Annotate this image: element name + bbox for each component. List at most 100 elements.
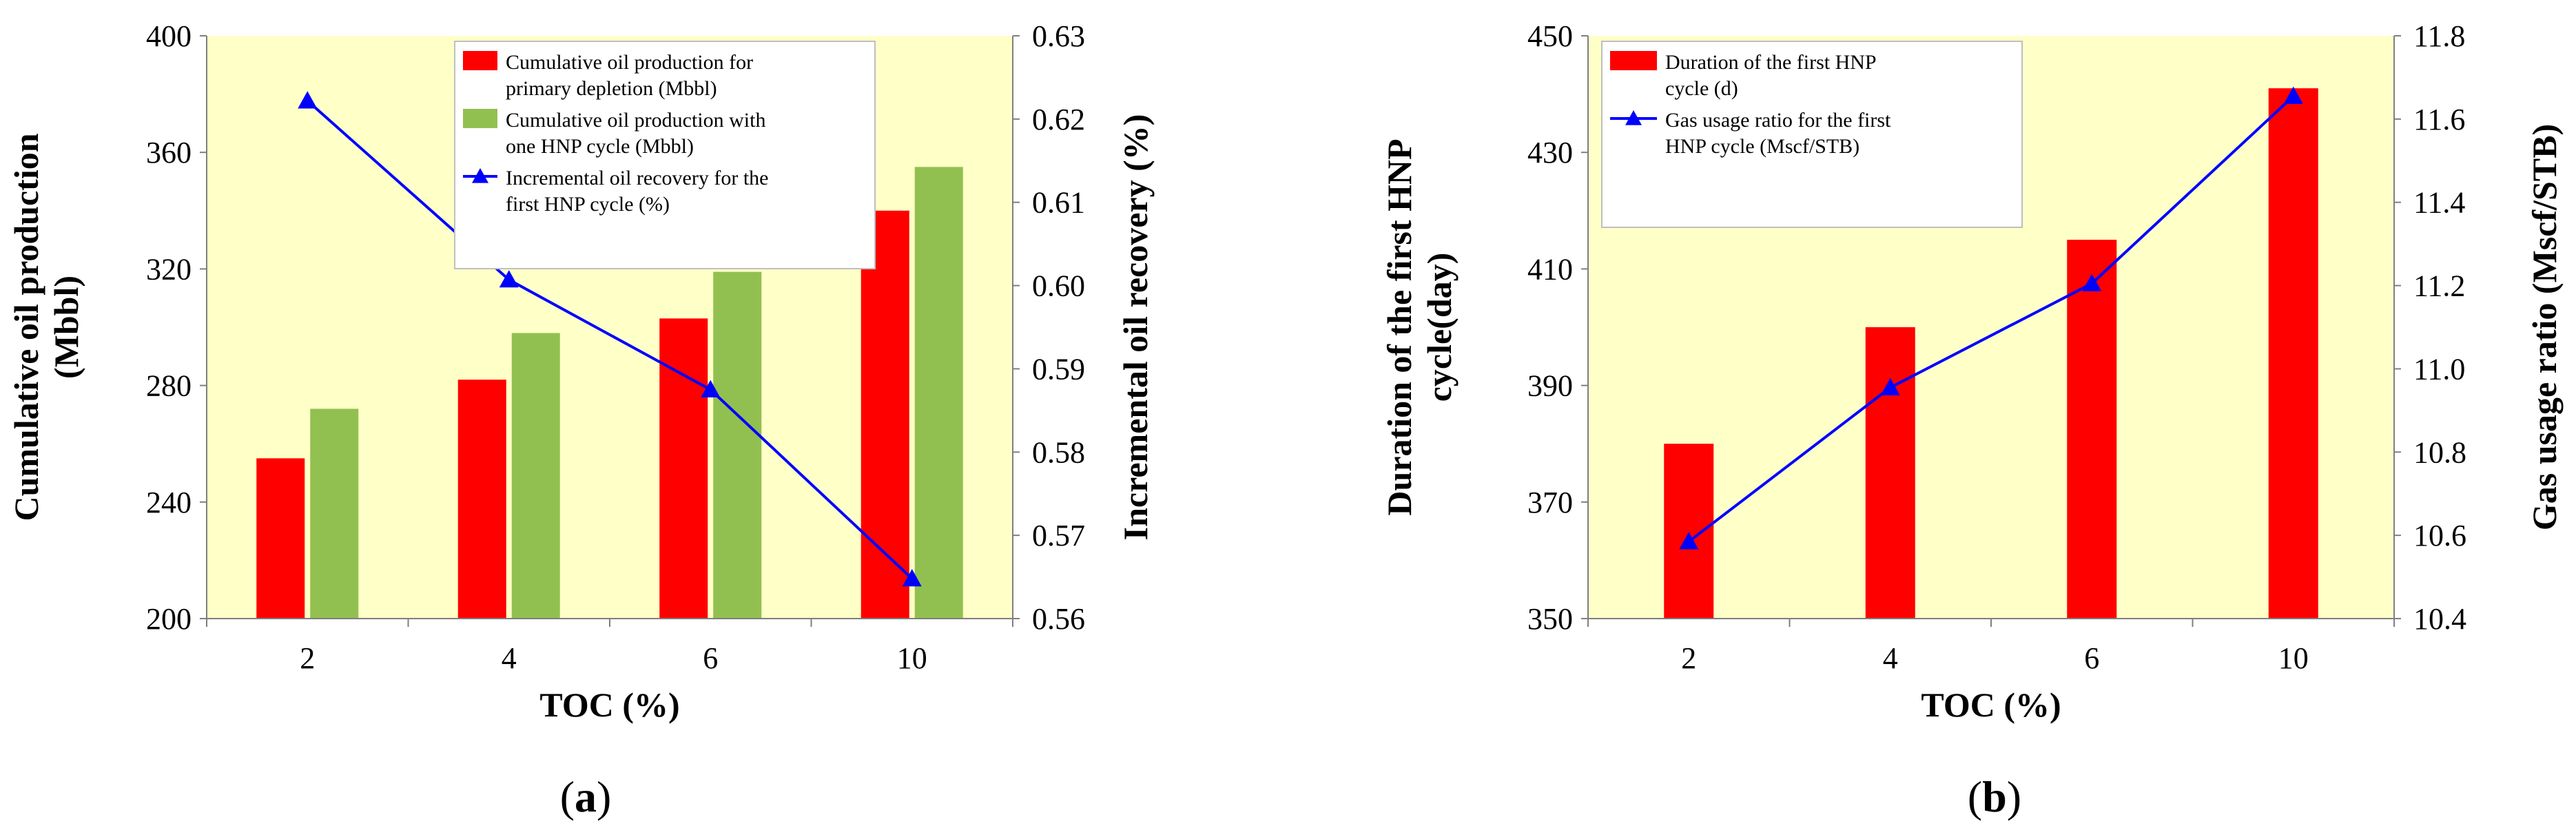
x-tick-label: 4 (1883, 641, 1898, 675)
bar (256, 458, 305, 619)
panel-label-close: ) (2007, 772, 2021, 821)
y2-tick-label: 0.57 (1032, 519, 1085, 552)
legend-label: HNP cycle (Mscf/STB) (1665, 135, 1859, 158)
legend-marker (1625, 110, 1642, 125)
y-tick-label: 360 (146, 136, 192, 169)
bar (457, 380, 506, 619)
x-tick-label: 2 (300, 641, 315, 675)
legend-label: cycle (d) (1665, 77, 1738, 100)
bar (310, 408, 359, 619)
panel-label-close: ) (597, 772, 611, 821)
y2-tick-label: 0.63 (1032, 19, 1085, 53)
y2-tick-label: 0.56 (1032, 602, 1085, 636)
bar-series-1 (310, 167, 963, 619)
legend-label: Incremental oil recovery for the (506, 167, 768, 189)
point-marker (1880, 377, 1900, 395)
y-tick-label: 430 (1527, 136, 1573, 169)
y-tick-label: 280 (146, 369, 192, 403)
legend-box (1601, 41, 2023, 228)
legend-label: Duration of the first HNP (1665, 51, 1877, 74)
y-tick-label: 400 (146, 19, 192, 53)
bar (713, 271, 762, 619)
y-tick-label: 350 (1527, 602, 1573, 636)
y2-tick-label: 11.6 (2413, 103, 2465, 136)
legend-swatch (1610, 51, 1657, 70)
line-series-0 (298, 91, 922, 587)
y2-tick-label: 11.4 (2413, 186, 2465, 220)
bar (861, 210, 909, 619)
y-axis-title-line: cycle(day) (1420, 253, 1459, 402)
x-axis-title: TOC (%) (1921, 685, 2061, 724)
x-tick-label: 2 (1681, 641, 1696, 675)
y2-tick-label: 10.4 (2413, 602, 2466, 636)
point-marker (298, 91, 318, 109)
legend-swatch (463, 51, 497, 70)
legend-label: Cumulative oil production for (506, 51, 753, 74)
x-tick-label: 4 (502, 641, 517, 675)
legend-marker (472, 168, 488, 183)
y2-tick-label: 0.58 (1032, 435, 1085, 469)
panel-label-letter: b (1982, 772, 2007, 821)
point-marker (499, 270, 519, 288)
legend-label: Cumulative oil production with (506, 109, 765, 132)
bar (511, 333, 560, 619)
point-marker (701, 380, 721, 397)
legend-label: Gas usage ratio for the first (1665, 109, 1891, 132)
point-marker (902, 568, 922, 587)
legend: Cumulative oil production for primary dep… (454, 41, 876, 269)
y-axis-title-line: (Mbbl) (47, 276, 85, 379)
legend-swatch (463, 109, 497, 128)
y-tick-label: 410 (1527, 252, 1573, 286)
y2-tick-label: 0.61 (1032, 186, 1085, 220)
bar (2067, 240, 2117, 619)
y-tick-label: 200 (146, 602, 192, 636)
y-axis-title-line: Cumulative oil production (7, 133, 45, 521)
y-tick-label: 450 (1527, 19, 1573, 53)
y-tick-label: 320 (146, 252, 192, 286)
series-line (1688, 95, 2295, 543)
bar (659, 318, 708, 619)
y2-tick-label: 10.6 (2413, 519, 2466, 552)
y-axis-title-line: Duration of the first HNP (1380, 138, 1419, 515)
y2-tick-label: 10.8 (2413, 435, 2466, 469)
panel-label-open: ( (560, 772, 575, 821)
line-series-0 (1679, 86, 2303, 550)
y2-axis-title: Incremental oil recovery (%) (1116, 114, 1155, 541)
x-tick-label: 6 (2084, 641, 2099, 675)
point-marker (2283, 86, 2303, 104)
y2-tick-label: 0.59 (1032, 352, 1085, 386)
legend-label: one HNP cycle (Mbbl) (506, 135, 694, 158)
y2-axis-title: Gas usage ratio (Mscf/STB) (2525, 124, 2564, 530)
legend: Duration of the first HNP cycle (d) Gas us… (1601, 41, 2023, 228)
y2-tick-label: 11.2 (2413, 269, 2465, 303)
point-marker (1679, 532, 1699, 550)
bar (914, 167, 963, 619)
x-tick-label: 10 (897, 641, 927, 675)
y-tick-label: 390 (1527, 369, 1573, 403)
panel-label: (b) (1968, 772, 2021, 821)
legend-label: first HNP cycle (%) (506, 193, 670, 216)
x-tick-label: 6 (703, 641, 718, 675)
bar (1865, 327, 1915, 619)
y2-tick-label: 0.60 (1032, 269, 1085, 303)
y-tick-label: 370 (1527, 486, 1573, 519)
panel-label-letter: a (575, 772, 597, 821)
y2-tick-label: 11.8 (2413, 19, 2465, 53)
x-tick-label: 10 (2278, 641, 2309, 675)
panel-label: (a) (560, 772, 612, 821)
series-line (306, 99, 914, 580)
legend-label: primary depletion (Mbbl) (506, 77, 717, 100)
legend-box (454, 41, 876, 269)
bar-series-0 (1664, 88, 2318, 619)
point-marker (2082, 273, 2102, 291)
x-axis-title: TOC (%) (539, 685, 679, 724)
chart-panel-a: 200 240 280 320 360 400 0.56 0.57 0.58 0.59 0.60 0.… (7, 19, 1155, 821)
bar (2268, 88, 2318, 619)
chart-panel-b: 35037039041043045010.410.610.811.011.211… (1380, 19, 2564, 821)
y-tick-label: 240 (146, 486, 192, 519)
y2-tick-label: 0.62 (1032, 103, 1085, 136)
y2-tick-label: 11.0 (2413, 352, 2465, 386)
bar (1664, 444, 1714, 619)
bar-series-0 (256, 210, 909, 619)
